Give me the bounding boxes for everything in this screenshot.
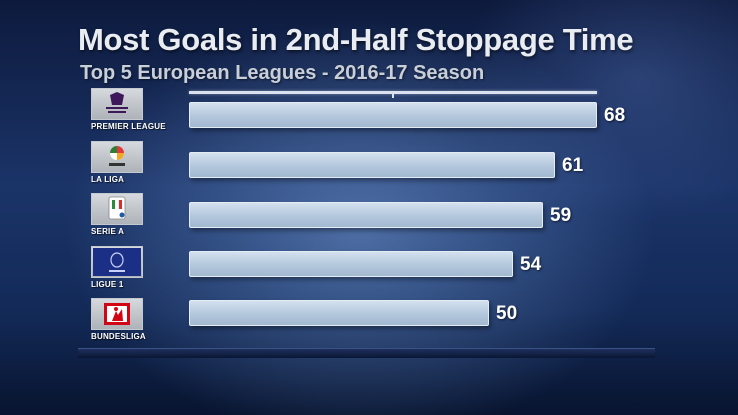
bar-premier-league (189, 102, 597, 128)
serie-a-logo (91, 193, 143, 225)
floor-bar (78, 348, 655, 358)
bar-bundesliga (189, 300, 489, 326)
category-label-bundesliga: BUNDESLIGA (91, 332, 146, 341)
bar-la-liga (189, 152, 555, 178)
la-liga-logo (91, 141, 143, 173)
data-label-ligue-1: 54 (520, 254, 542, 275)
ligue-1-logo (91, 246, 143, 278)
bundesliga-logo (91, 298, 143, 330)
bar-ligue-1 (189, 251, 513, 277)
bar-serie-a (189, 202, 543, 228)
category-label-serie-a: SERIE A (91, 227, 125, 236)
data-label-bundesliga: 50 (496, 303, 518, 324)
chart-subtitle: Top 5 European Leagues - 2016-17 Season (80, 62, 485, 84)
axis-tick (392, 91, 394, 98)
category-label-premier-league: PREMIER LEAGUE (91, 122, 166, 131)
data-label-serie-a: 59 (550, 205, 572, 226)
chart-title: Most Goals in 2nd-Half Stoppage Time (78, 22, 634, 57)
premier-league-logo (91, 88, 143, 120)
data-label-la-liga: 61 (562, 155, 584, 176)
data-label-premier-league: 68 (604, 105, 626, 126)
category-label-ligue-1: LIGUE 1 (91, 280, 124, 289)
category-label-la-liga: LA LIGA (91, 175, 125, 184)
